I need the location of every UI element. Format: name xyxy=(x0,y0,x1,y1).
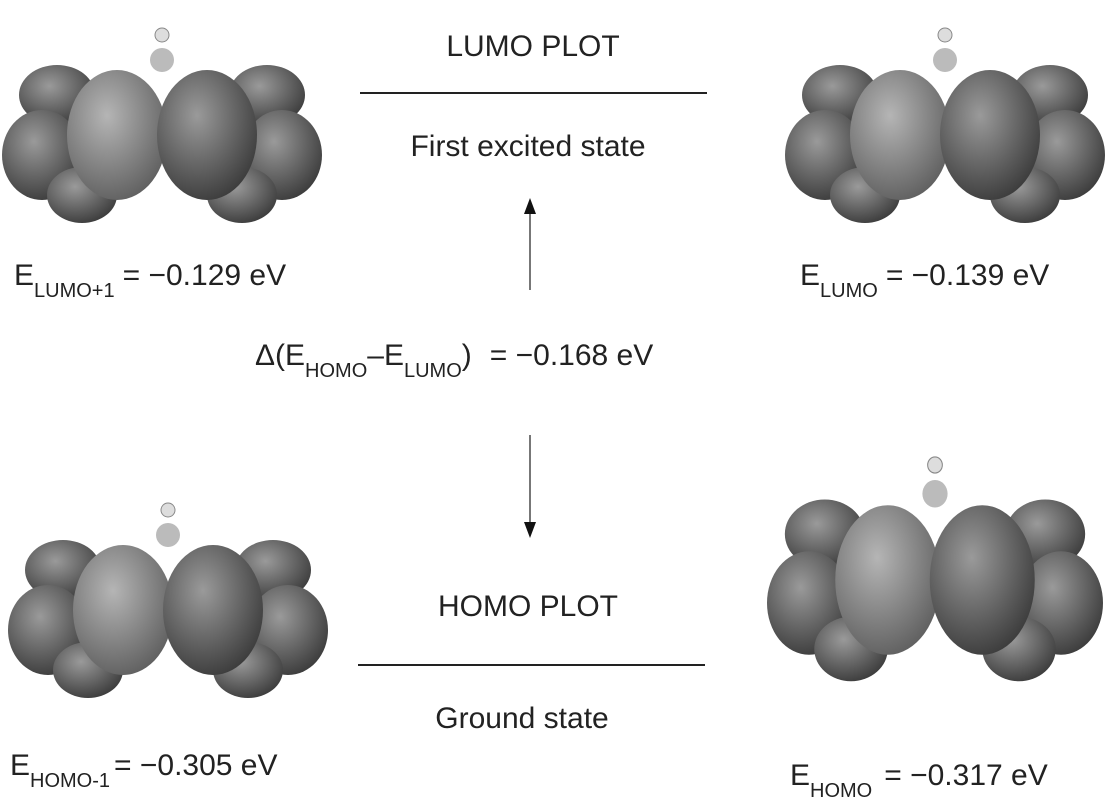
value: = −0.317 eV xyxy=(884,759,1047,792)
symbol: E xyxy=(10,749,30,782)
subscript: HOMO-1 xyxy=(30,770,110,792)
symbol: E xyxy=(14,259,34,292)
homo-state: Ground state xyxy=(435,702,608,735)
gap-part: –E xyxy=(367,339,404,372)
lumo-title: LUMO PLOT xyxy=(446,30,619,63)
value: = −0.139 eV xyxy=(886,259,1049,292)
value: = −0.305 eV xyxy=(114,749,277,782)
homo-title: HOMO PLOT xyxy=(438,590,618,623)
arrow-head xyxy=(524,522,536,538)
subscript: HOMO xyxy=(810,780,872,801)
orbital-plot xyxy=(1,27,323,224)
value: = −0.129 eV xyxy=(123,259,286,292)
energy-label: EHOMO = −0.317 eV xyxy=(790,759,1048,801)
energy-label: ELUMO+1 = −0.129 eV xyxy=(14,259,286,302)
lumo-state: First excited state xyxy=(410,130,645,163)
arrow-head xyxy=(524,198,536,214)
value: = −0.168 eV xyxy=(490,339,653,372)
orbital-plot xyxy=(766,456,1104,682)
orbital-plot xyxy=(7,502,329,699)
energy-label: ELUMO = −0.139 eV xyxy=(800,259,1049,302)
orbital-plot xyxy=(784,27,1106,224)
subscript: LUMO xyxy=(820,280,878,302)
subscript: HOMO xyxy=(305,360,367,382)
gap-label: Δ(EHOMO–ELUMO) = −0.168 eV xyxy=(255,339,653,382)
gap-part: ) xyxy=(462,339,472,372)
subscript: LUMO+1 xyxy=(34,280,115,302)
subscript: LUMO xyxy=(404,360,462,382)
gap-part: Δ(E xyxy=(255,339,305,372)
symbol: E xyxy=(800,259,820,292)
energy-label: EHOMO-1 = −0.305 eV xyxy=(10,749,278,792)
symbol: E xyxy=(790,759,810,792)
